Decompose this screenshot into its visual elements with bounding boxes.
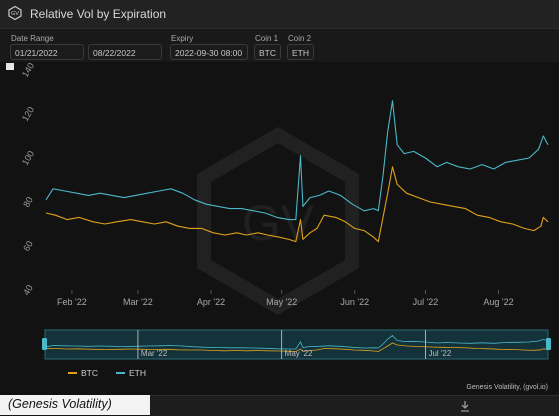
coin1-label: Coin 1 — [255, 34, 279, 43]
navigator-line-eth — [45, 334, 549, 350]
caption-text: (Genesis Volatility) — [8, 397, 112, 411]
gv-watermark: GV — [197, 126, 359, 316]
caption-box: (Genesis Volatility) — [0, 395, 150, 415]
legend-label-btc: BTC — [81, 368, 98, 378]
y-tick-label: 100 — [20, 149, 36, 167]
watermark-text: GV — [242, 195, 315, 251]
x-tick-label: Jul '22 — [413, 297, 439, 307]
credit-text: Genesis Volatility, (gvol.io) — [466, 384, 548, 391]
window-title: Relative Vol by Expiration — [30, 7, 167, 21]
navigator-tick-label: May '22 — [285, 349, 313, 358]
date-range-end-input[interactable]: 08/22/2022 — [88, 44, 162, 60]
x-axis: Feb '22 Mar '22 Apr '22 May '22 Jun '22 Jul '… — [57, 290, 514, 307]
y-axis: 40 60 80 100 120 140 — [20, 62, 36, 297]
coin2-label: Coin 2 — [288, 34, 312, 43]
download-icon[interactable] — [458, 399, 472, 413]
bottom-bar — [150, 395, 559, 416]
expiry-select[interactable]: 2022-09-30 08:00 — [170, 44, 248, 60]
x-tick-label: Apr '22 — [197, 297, 225, 307]
series-line-btc — [45, 166, 549, 243]
relative-vol-chart: GV 40 60 80 100 120 140 Feb '22 Mar '22 Apr '22… — [6, 62, 551, 391]
navigator-series: Mar '22 May '22 Jul '22 — [45, 330, 549, 359]
navigator-tick-label: Jul '22 — [428, 349, 451, 358]
legend: BTC ETH — [68, 368, 146, 378]
title-bar: GV Relative Vol by Expiration — [0, 0, 559, 29]
series-line-eth — [45, 100, 549, 221]
navigator-line-btc — [45, 342, 549, 352]
logo-text: GV — [11, 11, 19, 17]
date-range-label: Date Range — [11, 34, 54, 43]
chart-menu-icon[interactable] — [6, 63, 14, 70]
y-tick-label: 60 — [21, 239, 35, 253]
gv-logo-icon: GV — [8, 6, 22, 20]
navigator-window[interactable] — [44, 329, 549, 360]
range-navigator[interactable]: Mar '22 May '22 Jul '22 — [42, 329, 551, 360]
y-tick-label: 120 — [20, 105, 36, 123]
chart-area: GV 40 60 80 100 120 140 Feb '22 Mar '22 Apr '22… — [0, 62, 559, 395]
x-tick-label: Aug '22 — [483, 297, 513, 307]
coin1-select[interactable]: BTC — [254, 44, 281, 60]
navigator-tick-label: Mar '22 — [141, 349, 168, 358]
y-tick-label: 140 — [20, 62, 36, 79]
x-tick-label: Mar '22 — [123, 297, 153, 307]
expiry-label: Expiry — [171, 34, 194, 43]
navigator-left-handle[interactable] — [42, 338, 47, 350]
series-layer — [45, 100, 549, 243]
x-tick-label: May '22 — [266, 297, 297, 307]
x-tick-label: Jun '22 — [340, 297, 369, 307]
date-range-start-input[interactable]: 01/21/2022 — [10, 44, 84, 60]
y-tick-label: 40 — [21, 283, 35, 297]
y-tick-label: 80 — [21, 195, 35, 209]
legend-label-eth: ETH — [129, 368, 146, 378]
x-tick-label: Feb '22 — [57, 297, 87, 307]
coin2-select[interactable]: ETH — [287, 44, 314, 60]
navigator-right-handle[interactable] — [546, 338, 551, 350]
